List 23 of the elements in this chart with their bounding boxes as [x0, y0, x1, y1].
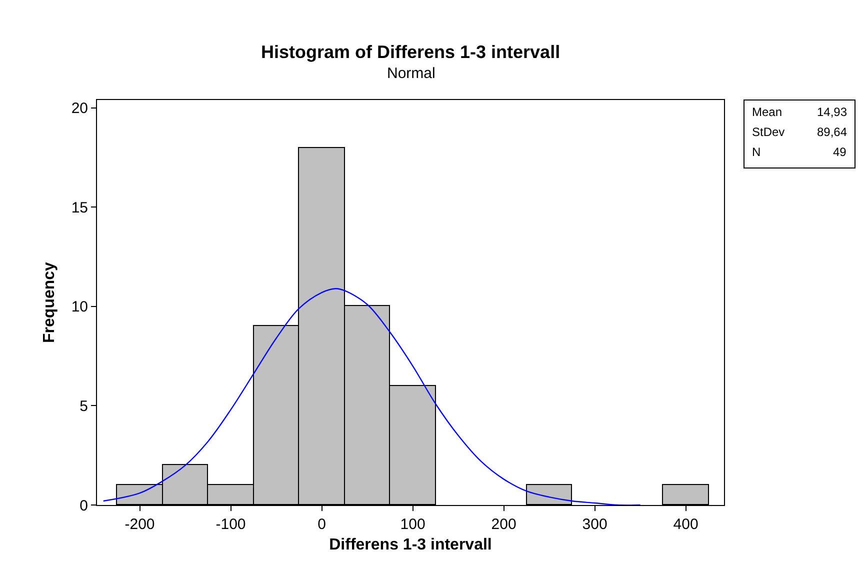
x-tick-label: -200	[124, 516, 155, 533]
chart-subtitle: Normal	[387, 65, 436, 82]
y-tick-label: 5	[80, 398, 88, 415]
x-tick-label: 300	[582, 516, 608, 533]
x-axis-title: Differens 1-3 intervall	[329, 536, 492, 554]
text: N	[752, 145, 761, 159]
y-tick-label: 15	[71, 199, 88, 216]
x-tick-label: 400	[673, 516, 698, 533]
x-tick-label: -100	[216, 516, 246, 533]
text: 89,64	[817, 125, 848, 139]
x-tick-label: 0	[318, 516, 326, 533]
y-tick-label: 20	[71, 100, 88, 118]
x-tick-label: 100	[400, 516, 426, 533]
line-series	[102, 288, 641, 505]
text: Mean	[752, 105, 782, 119]
x-tick-label: 200	[491, 516, 516, 533]
y-axis-title: Frequency	[41, 262, 58, 343]
text: 14,93	[817, 105, 848, 119]
y-tick-label: 0	[80, 497, 88, 514]
chart-title: Histogram of Differens 1-3 intervall	[261, 42, 560, 62]
text: StDev	[752, 125, 785, 139]
text: 49	[833, 145, 847, 159]
y-tick-label: 10	[71, 298, 88, 316]
